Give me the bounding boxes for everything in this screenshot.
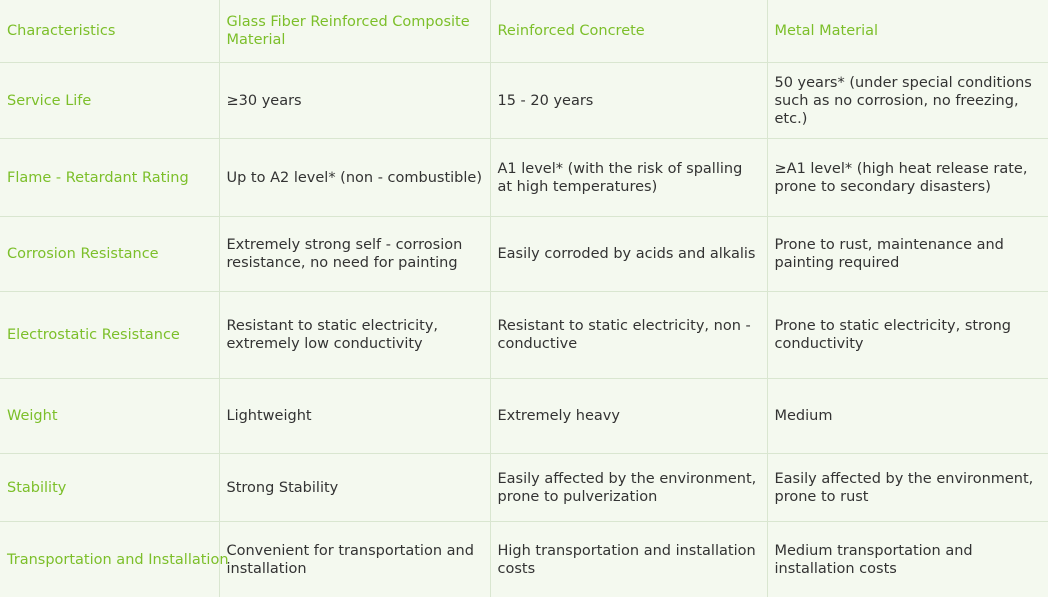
table-cell: Prone to rust, maintenance and painting … (766, 216, 1048, 292)
table-cell: 15 - 20 years (489, 62, 768, 139)
table-row: Weight Lightweight Extremely heavy Mediu… (0, 378, 1048, 454)
row-label-electrostatic-resistance: Electrostatic Resistance (0, 291, 220, 379)
table-row: Electrostatic Resistance Resistant to st… (0, 291, 1048, 379)
table-header-row: Characteristics Glass Fiber Reinforced C… (0, 0, 1048, 63)
table-cell: Medium (766, 378, 1048, 454)
table-row: Corrosion Resistance Extremely strong se… (0, 216, 1048, 292)
table-cell: Extremely strong self - corrosion resist… (218, 216, 491, 292)
table-row: Flame - Retardant Rating Up to A2 level*… (0, 138, 1048, 217)
row-label-service-life: Service Life (0, 62, 220, 139)
table-cell: Strong Stability (218, 453, 491, 522)
row-label-flame-retardant: Flame - Retardant Rating (0, 138, 220, 217)
table-cell: Extremely heavy (489, 378, 768, 454)
header-metal-material: Metal Material (766, 0, 1048, 63)
table-cell: Resistant to static electricity, non - c… (489, 291, 768, 379)
header-characteristics: Characteristics (0, 0, 220, 63)
table-cell: 50 years* (under special conditions such… (766, 62, 1048, 139)
table-cell: Convenient for transportation and instal… (218, 521, 491, 597)
table-cell: Resistant to static electricity, extreme… (218, 291, 491, 379)
table-row: Transportation and Installation Convenie… (0, 521, 1048, 597)
table-cell: High transportation and installation cos… (489, 521, 768, 597)
table-cell: Up to A2 level* (non - combustible) (218, 138, 491, 217)
table-cell: Easily corroded by acids and alkalis (489, 216, 768, 292)
table-cell: ≥30 years (218, 62, 491, 139)
header-glass-fiber: Glass Fiber Reinforced Composite Materia… (218, 0, 491, 63)
table-cell: Medium transportation and installation c… (766, 521, 1048, 597)
table-cell: Easily affected by the environment, pron… (489, 453, 768, 522)
table-row: Service Life ≥30 years 15 - 20 years 50 … (0, 62, 1048, 139)
table-cell: Prone to static electricity, strong cond… (766, 291, 1048, 379)
table-cell: ≥A1 level* (high heat release rate, pron… (766, 138, 1048, 217)
table-cell: Lightweight (218, 378, 491, 454)
table-cell: Easily affected by the environment, pron… (766, 453, 1048, 522)
row-label-weight: Weight (0, 378, 220, 454)
table-row: Stability Strong Stability Easily affect… (0, 453, 1048, 522)
table-cell: A1 level* (with the risk of spalling at … (489, 138, 768, 217)
row-label-corrosion-resistance: Corrosion Resistance (0, 216, 220, 292)
row-label-stability: Stability (0, 453, 220, 522)
row-label-transportation-installation: Transportation and Installation (0, 521, 229, 597)
header-reinforced-concrete: Reinforced Concrete (489, 0, 768, 63)
